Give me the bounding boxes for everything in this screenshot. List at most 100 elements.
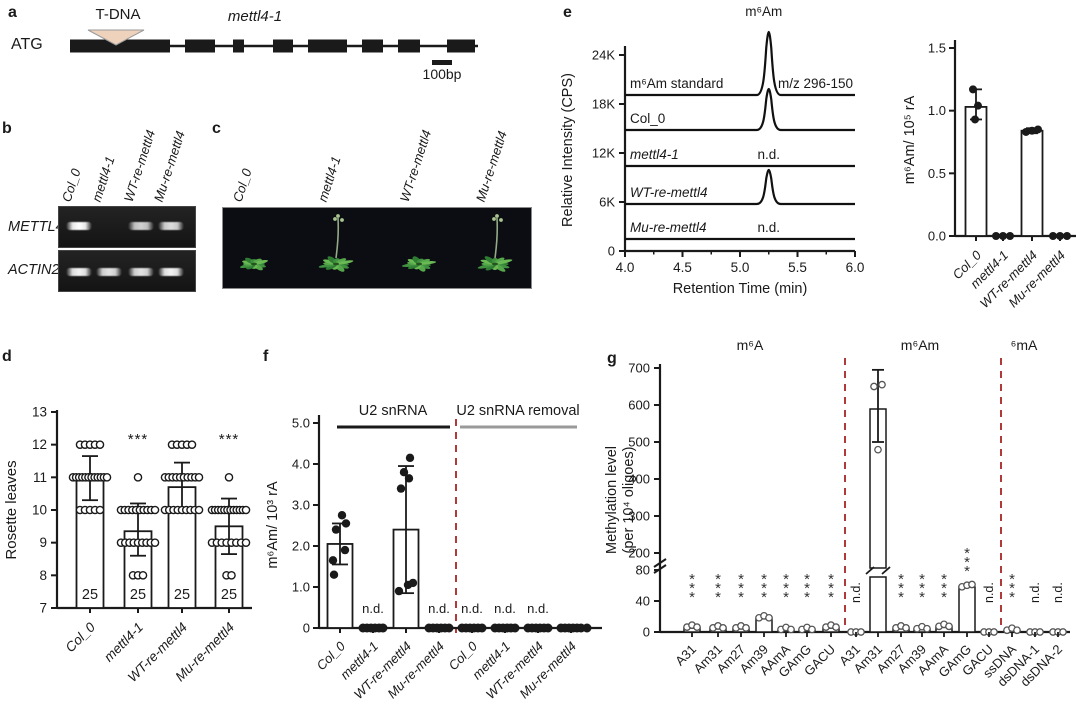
data-point	[1022, 127, 1030, 136]
data-point	[1049, 232, 1057, 240]
chromatogram-trace	[625, 87, 855, 132]
y-axis-label: Rosette leaves	[3, 460, 20, 559]
significance-label: *	[804, 589, 810, 606]
significance-label: *	[898, 580, 904, 597]
data-point	[405, 453, 415, 463]
chart-methylation-level: m⁶A m⁶Am ⁶mA20030040050060070004080***A31*…	[604, 337, 1070, 689]
significance-label: *	[738, 589, 744, 606]
data-point	[331, 525, 341, 534]
significance-label: *	[761, 580, 767, 597]
y-tick-label: 8	[39, 568, 47, 583]
scatter-point	[241, 505, 251, 515]
panel-d-letter: d	[2, 348, 12, 365]
significance-label: *	[828, 580, 834, 597]
significance-label: *	[804, 571, 810, 588]
chart-chromatogram: 0 6K 12K 18K 24K 4.0 4.5 5.0 5.5 6.0 m⁶Am standard…	[560, 4, 864, 297]
y-tick-label: 3.0	[292, 498, 310, 513]
significance-label: *	[783, 589, 789, 606]
y-tick-label: 2.0	[292, 539, 310, 554]
y-tick-label: 9	[39, 535, 47, 550]
atg-label: ATG	[11, 36, 43, 53]
data-point	[1036, 628, 1044, 636]
scatter-point	[150, 538, 160, 547]
scatter-point	[95, 440, 105, 449]
trace-label: Col_0	[630, 111, 665, 126]
data-point	[329, 570, 339, 579]
y-tick-label: 600	[628, 398, 650, 413]
tdna-label: T-DNA	[95, 6, 141, 23]
exon-box	[362, 39, 383, 53]
tdna-triangle	[87, 29, 145, 46]
y-tick-label: 80	[636, 563, 650, 578]
significance-label: *	[1009, 580, 1015, 597]
plant-rosettes	[240, 214, 513, 272]
data-point	[990, 628, 998, 636]
significance-label: *	[828, 589, 834, 606]
nd-label: n.d.	[494, 601, 516, 616]
y-tick-label: 0	[643, 625, 650, 640]
data-point	[974, 101, 982, 110]
data-point	[971, 115, 979, 124]
gel-band	[128, 268, 154, 276]
significance-label: ***	[128, 431, 149, 448]
gel-band	[158, 268, 184, 276]
axis-break-mark	[653, 558, 667, 568]
scatter-point	[138, 571, 148, 580]
significance-label: *	[783, 580, 789, 597]
stem-bud	[492, 217, 496, 221]
significance-label: *	[738, 580, 744, 597]
data-point	[1013, 626, 1021, 635]
gel-row-label-mettl4: METTL4	[8, 219, 64, 235]
chromatogram-trace	[625, 30, 855, 97]
sample-size-label: 25	[130, 587, 146, 603]
rosette-center	[416, 262, 422, 266]
rosette-center	[492, 262, 498, 266]
significance-label: *	[804, 580, 810, 597]
gel-image-actin2	[58, 250, 196, 292]
data-point	[923, 624, 931, 633]
data-point	[874, 445, 882, 454]
y-tick-label: 1.0	[928, 103, 946, 118]
data-point	[945, 622, 953, 631]
group-header: ⁶mA	[1011, 337, 1038, 353]
significance-label: *	[919, 580, 925, 597]
data-point	[832, 623, 840, 631]
bar	[1020, 129, 1044, 237]
y-tick-label: 0.5	[928, 166, 946, 181]
x-tick-label: 4.5	[673, 260, 692, 275]
data-point	[787, 625, 795, 634]
data-point	[808, 625, 816, 634]
leaf	[494, 259, 513, 265]
data-point	[510, 623, 520, 633]
data-point	[968, 580, 976, 589]
y-tick-label: 400	[628, 472, 650, 487]
rosette	[477, 256, 513, 272]
leaf	[335, 260, 354, 265]
significance-label: *	[898, 571, 904, 588]
x-axis-label: Retention Time (min)	[673, 281, 808, 297]
data-point	[1059, 628, 1067, 636]
exon-box	[273, 39, 293, 53]
y-tick-label: 40	[636, 594, 650, 609]
group-header: U2 snRNA removal	[456, 403, 579, 419]
group-header: m⁶A	[737, 337, 764, 353]
bolting-stem	[494, 217, 499, 259]
gel-band	[158, 222, 184, 230]
significance-label: *	[715, 589, 721, 606]
leaf	[418, 261, 437, 265]
rosette	[240, 257, 268, 271]
panel-b-letter: b	[2, 120, 12, 137]
bolting-stem	[335, 217, 340, 259]
plant-label: Mu-re-mettl4	[472, 128, 510, 204]
significance-label: *	[919, 589, 925, 606]
significance-label: *	[689, 580, 695, 597]
panel-c-letter: c	[212, 120, 221, 137]
scatter-point	[227, 571, 236, 580]
data-point	[340, 545, 350, 555]
gel-image-mettl4	[58, 206, 196, 248]
exon-box	[233, 39, 244, 53]
y-axis-label: m⁶Am/ 10⁵ rA	[902, 95, 918, 184]
exon-box	[185, 39, 215, 53]
nd-label: n.d.	[527, 601, 549, 616]
scatter-point	[150, 505, 160, 515]
